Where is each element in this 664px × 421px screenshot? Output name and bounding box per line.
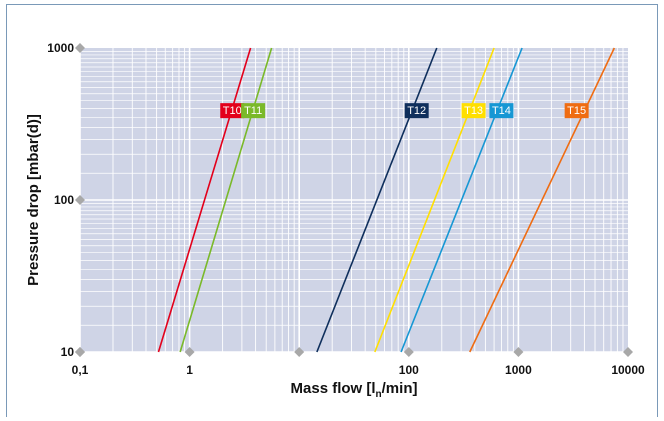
x-tick-marker — [184, 347, 195, 357]
x-tick-marker — [294, 347, 305, 357]
series-label-box — [220, 103, 245, 119]
x-tick-label: 1 — [186, 363, 193, 377]
series-label-t15: T15 — [564, 103, 589, 119]
series-label-text: T12 — [407, 105, 426, 117]
series-line-t11 — [179, 47, 273, 353]
series-label-box — [489, 103, 514, 119]
x-axis-title: Mass flow [ln/min] — [291, 380, 418, 400]
x-tick-marker — [513, 347, 524, 357]
series-label-text: T15 — [567, 105, 586, 117]
series-label-t12: T12 — [404, 103, 429, 119]
y-tick-marker — [75, 195, 85, 205]
series-line-t15 — [469, 47, 616, 353]
series-label-t14: T14 — [489, 103, 514, 119]
x-tick-label: 1000 — [505, 363, 532, 377]
series-label-box — [404, 103, 429, 119]
series-label-text: T11 — [244, 105, 262, 117]
axis-markers — [75, 43, 633, 357]
chart-frame: 0,1 1 100 1000 10000 10 100 1000 T10 T11 T12 T13 T… — [6, 4, 658, 417]
series-label-box — [461, 103, 486, 119]
series-labels: T10 T11 T12 T13 T14 T15 — [220, 103, 589, 119]
x-tick-labels: 0,1 1 100 1000 10000 — [72, 363, 645, 377]
x-tick-label: 10000 — [611, 363, 645, 377]
series-label-text: T10 — [223, 105, 242, 117]
y-tick-marker — [75, 43, 85, 53]
series-lines — [157, 47, 616, 353]
series-label-t13: T13 — [461, 103, 486, 119]
series-label-t10: T10 — [220, 103, 245, 119]
series-label-box — [241, 103, 266, 119]
series-label-text: T14 — [492, 105, 511, 117]
y-axis-title: Pressure drop [mbar(d)] — [25, 114, 42, 286]
y-tick-label: 10 — [61, 345, 75, 359]
x-tick-marker — [403, 347, 414, 357]
series-line-t12 — [316, 47, 438, 353]
x-tick-label: 100 — [399, 363, 419, 377]
y-tick-labels: 10 100 1000 — [47, 41, 74, 359]
x-tick-label: 0,1 — [72, 363, 89, 377]
y-tick-marker — [75, 347, 85, 357]
series-label-box — [564, 103, 589, 119]
series-label-t11: T11 — [241, 103, 266, 119]
series-line-t10 — [157, 47, 252, 353]
y-tick-label: 100 — [54, 193, 74, 207]
series-line-t14 — [400, 47, 523, 353]
series-line-t13 — [374, 47, 495, 353]
x-tick-marker — [623, 347, 633, 357]
major-grid — [79, 48, 628, 353]
y-tick-label: 1000 — [47, 41, 74, 55]
series-label-text: T13 — [464, 105, 483, 117]
